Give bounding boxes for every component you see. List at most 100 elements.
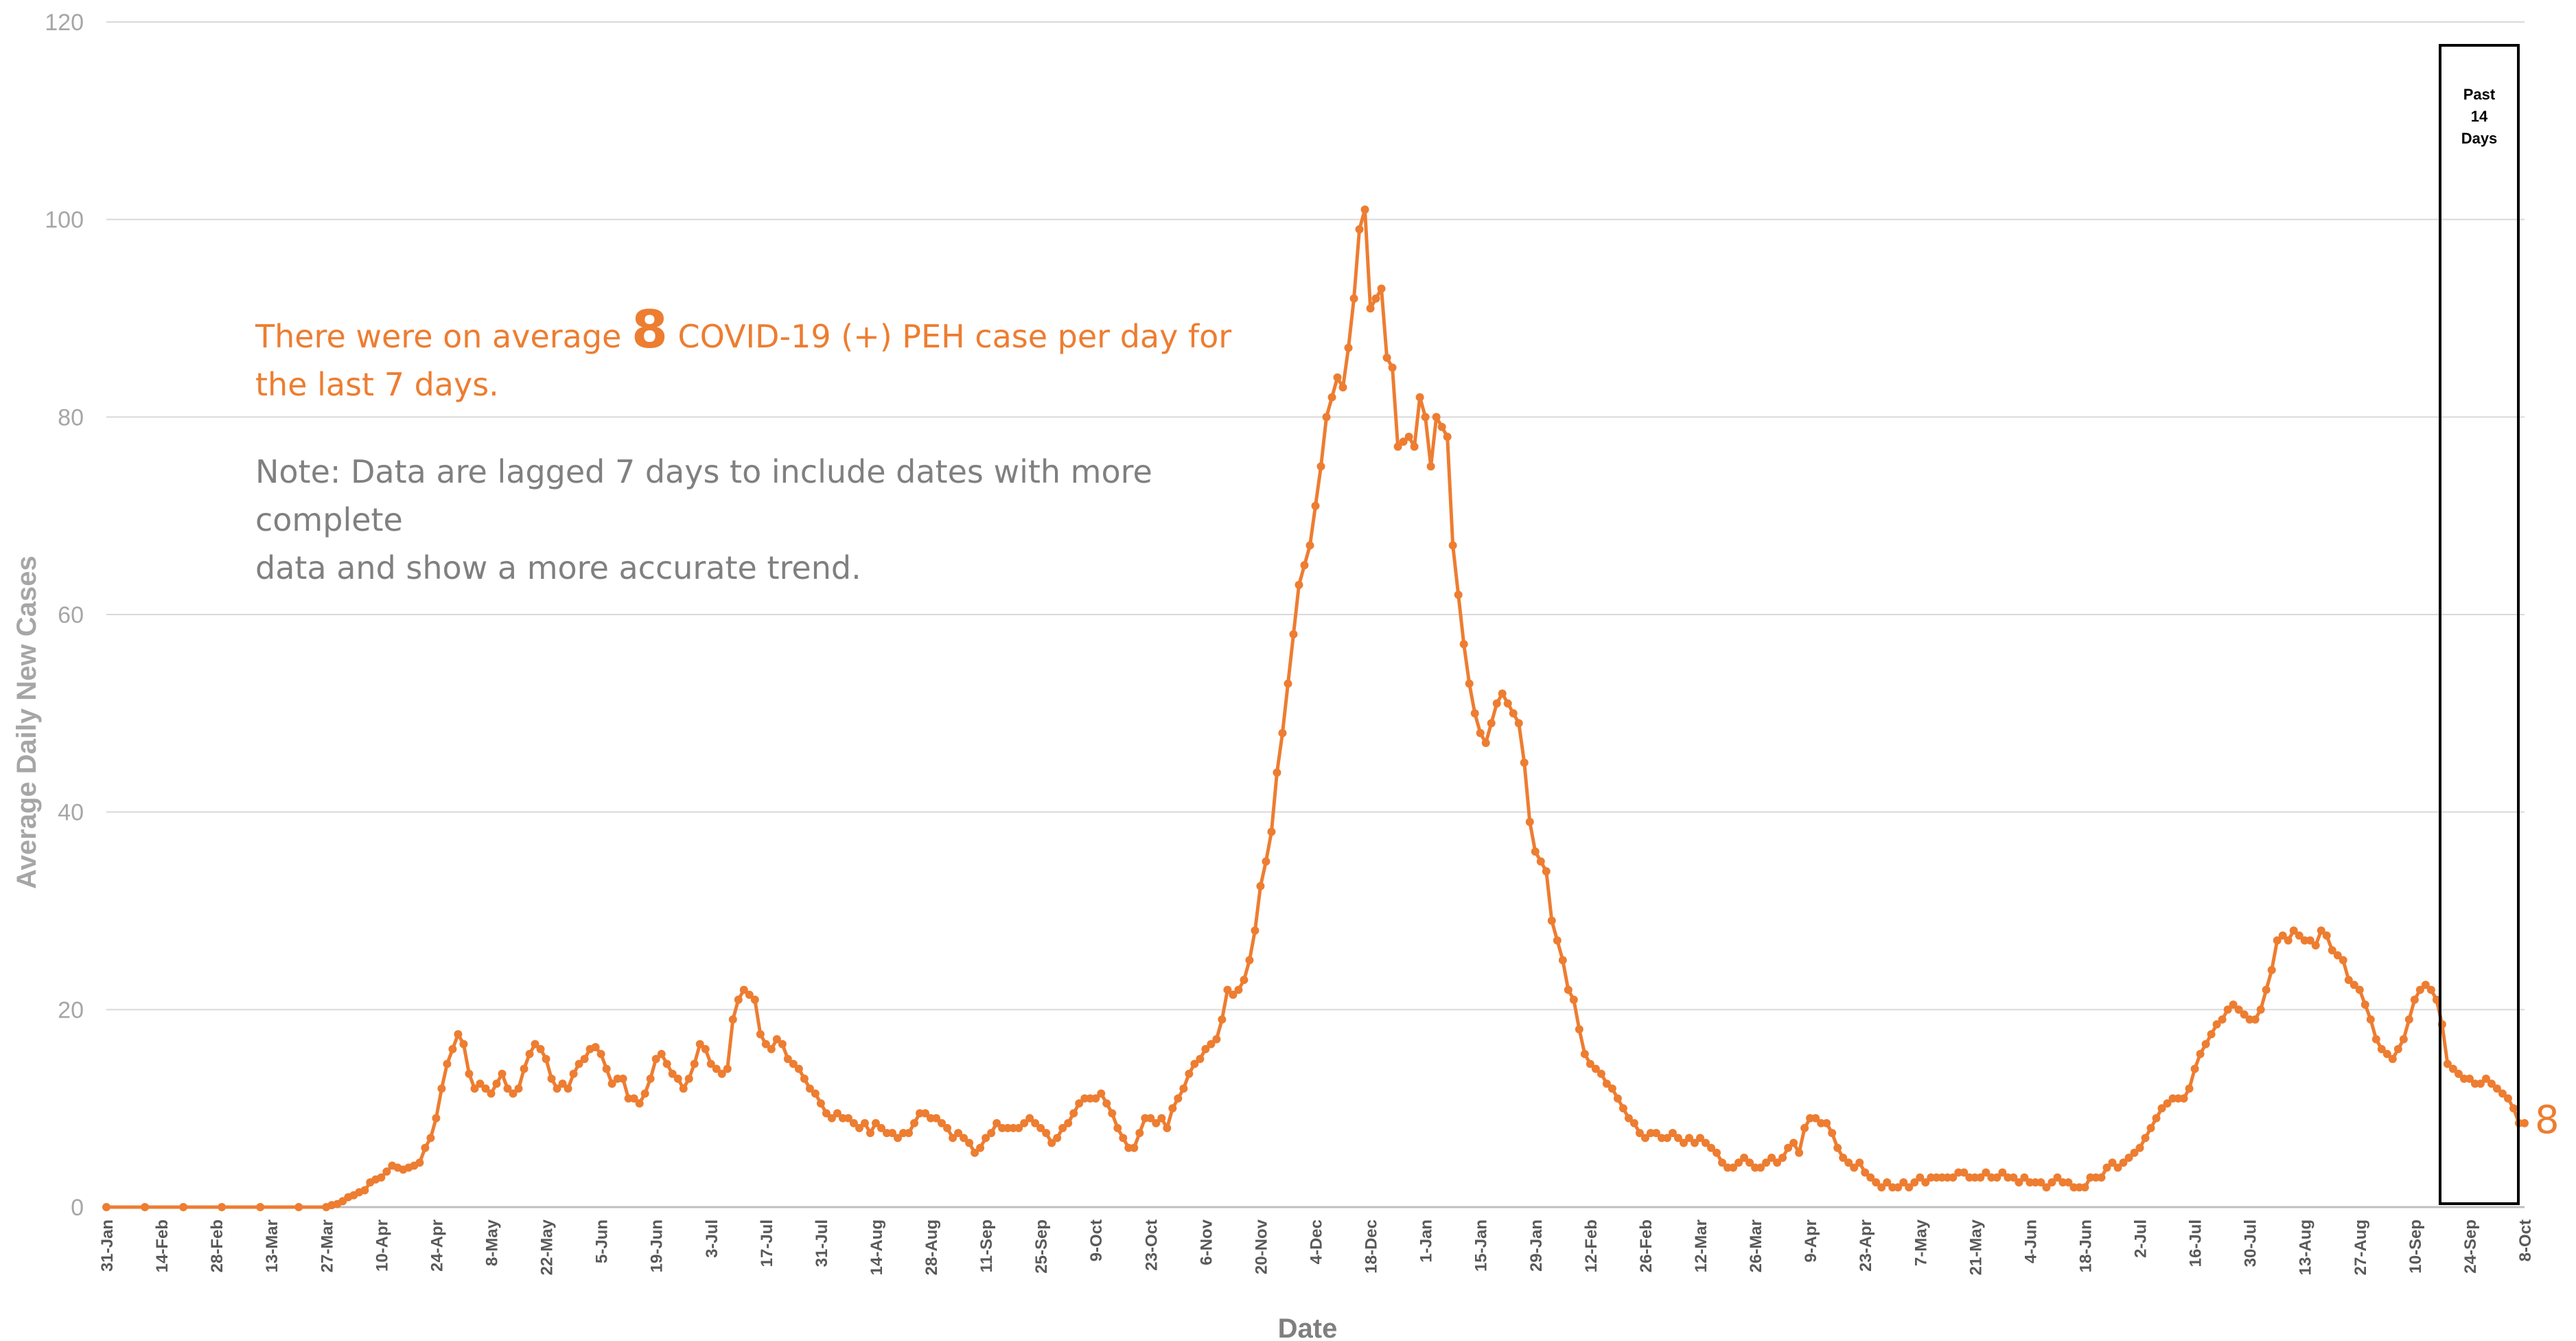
x-tick-label: 20-Nov: [1252, 1219, 1270, 1274]
data-point: [1245, 956, 1254, 965]
data-point: [1185, 1069, 1194, 1078]
data-point: [1828, 1129, 1837, 1138]
data-point: [432, 1114, 441, 1123]
data-point: [982, 1134, 990, 1143]
data-point: [1229, 990, 1238, 999]
note-annotation: Note: Data are lagged 7 days to include …: [255, 448, 1285, 592]
data-point: [2399, 1035, 2408, 1044]
x-tick-label: 30-Jul: [2242, 1219, 2260, 1267]
data-point: [1273, 768, 1281, 777]
data-point: [1547, 916, 1556, 925]
data-point: [1382, 354, 1391, 363]
data-point: [1333, 373, 1342, 382]
data-point: [976, 1143, 985, 1152]
data-point: [2218, 1015, 2227, 1024]
data-point: [1415, 393, 1424, 402]
data-point: [2179, 1094, 2188, 1103]
data-point: [2256, 1005, 2265, 1014]
x-tick-label: 8-Oct: [2516, 1219, 2535, 1261]
data-point: [2344, 976, 2353, 985]
x-tick-label: 5-Jun: [593, 1219, 612, 1263]
data-point: [459, 1040, 468, 1048]
y-axis-label: Average Daily New Cases: [12, 555, 42, 889]
data-point: [860, 1119, 869, 1127]
data-point: [1234, 985, 1243, 994]
data-point: [1267, 827, 1276, 836]
data-point: [1822, 1119, 1831, 1127]
data-point: [805, 1084, 814, 1093]
data-point: [2141, 1134, 2150, 1143]
data-point: [1207, 1040, 1216, 1048]
data-point: [1146, 1114, 1155, 1123]
series-markers: [102, 205, 2529, 1211]
data-point: [1602, 1079, 1611, 1088]
data-point: [520, 1064, 529, 1073]
data-point: [1569, 995, 1578, 1004]
data-point: [2509, 1104, 2518, 1113]
data-point: [2295, 931, 2304, 940]
data-point: [1525, 818, 1534, 827]
data-point: [1662, 1134, 1671, 1143]
y-tick-label: 100: [45, 207, 84, 233]
data-point: [756, 1030, 765, 1039]
data-point: [2339, 956, 2347, 965]
data-point: [437, 1084, 446, 1093]
data-point: [646, 1075, 655, 1084]
data-point: [618, 1075, 627, 1084]
x-tick-label: 1-Jan: [1417, 1219, 1436, 1263]
data-point: [1212, 1035, 1221, 1044]
x-tick-label: 29-Jan: [1527, 1219, 1546, 1272]
x-axis-ticks: 31-Jan 14-Feb 28-Feb 13-Mar 27-Mar 10-Apr 24-A…: [98, 1219, 2535, 1275]
data-point: [1795, 1148, 1804, 1157]
data-point: [2223, 1005, 2232, 1014]
data-point: [1152, 1119, 1161, 1127]
data-point: [1031, 1119, 1040, 1127]
data-point: [294, 1203, 303, 1211]
data-point: [2443, 1059, 2452, 1068]
data-point: [1580, 1050, 1589, 1059]
data-point: [921, 1109, 930, 1118]
data-point: [2306, 936, 2314, 945]
data-point: [1163, 1123, 1172, 1132]
data-point: [1503, 699, 1512, 708]
data-point: [1982, 1168, 1991, 1177]
past-14-days-line-1: Past: [2463, 86, 2496, 103]
x-tick-label: 24-Sep: [2461, 1219, 2480, 1274]
data-point: [734, 995, 743, 1004]
data-point: [1481, 738, 1490, 747]
data-point: [1053, 1134, 1062, 1143]
past-14-days-box: [2439, 44, 2520, 1205]
x-tick-label: 10-Sep: [2406, 1219, 2425, 1274]
data-point: [1773, 1158, 1782, 1167]
x-axis-label: Date: [1278, 1314, 1338, 1341]
data-point: [1042, 1129, 1051, 1138]
data-point: [887, 1129, 896, 1138]
data-point: [547, 1075, 556, 1084]
data-point: [2020, 1173, 2029, 1182]
y-axis-ticks: 0 20 40 60 80 100 120: [45, 10, 84, 1221]
data-point: [1855, 1158, 1864, 1167]
data-point: [1058, 1123, 1067, 1132]
data-point: [2503, 1094, 2512, 1103]
data-point: [1509, 709, 1518, 718]
data-point: [2432, 995, 2441, 1004]
data-point: [965, 1138, 974, 1147]
data-point: [1597, 1069, 1605, 1078]
data-point: [1108, 1109, 1117, 1118]
data-point: [1157, 1114, 1166, 1123]
data-point: [141, 1203, 150, 1211]
data-point: [1514, 719, 1523, 728]
data-point: [679, 1084, 688, 1093]
data-point: [1190, 1059, 1199, 1068]
data-point: [2064, 1178, 2073, 1187]
data-point: [855, 1123, 863, 1132]
data-point: [811, 1089, 820, 1098]
x-tick-label: 24-Apr: [428, 1219, 446, 1272]
data-point: [1284, 679, 1292, 688]
data-point: [2382, 1050, 2391, 1059]
data-point: [1531, 847, 1540, 856]
data-point: [1349, 294, 1358, 303]
data-point: [1695, 1134, 1704, 1143]
data-point: [761, 1040, 770, 1048]
